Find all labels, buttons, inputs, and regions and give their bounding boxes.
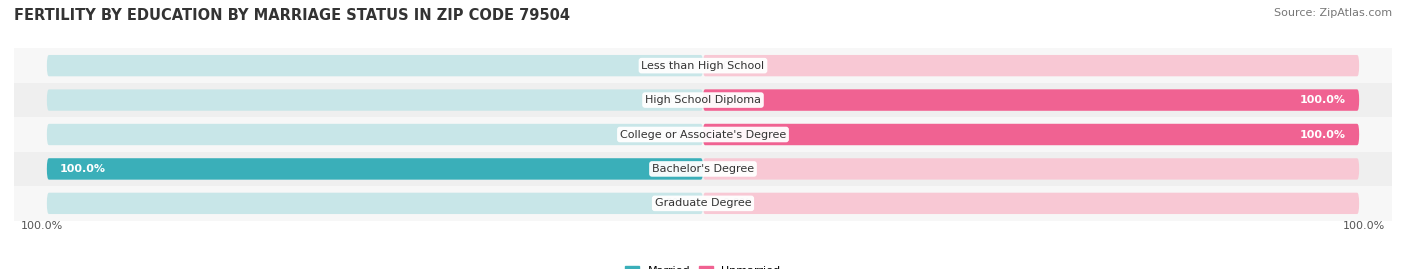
FancyBboxPatch shape	[703, 124, 1360, 145]
FancyBboxPatch shape	[703, 55, 1360, 76]
Text: College or Associate's Degree: College or Associate's Degree	[620, 129, 786, 140]
Text: Less than High School: Less than High School	[641, 61, 765, 71]
FancyBboxPatch shape	[46, 158, 703, 180]
Bar	[14, 117, 1392, 152]
Text: 100.0%: 100.0%	[1301, 95, 1346, 105]
Bar	[14, 186, 1392, 221]
Text: 0.0%: 0.0%	[655, 129, 683, 140]
Text: 100.0%: 100.0%	[1301, 129, 1346, 140]
Legend: Married, Unmarried: Married, Unmarried	[621, 261, 785, 269]
Text: Bachelor's Degree: Bachelor's Degree	[652, 164, 754, 174]
FancyBboxPatch shape	[46, 55, 703, 76]
Text: High School Diploma: High School Diploma	[645, 95, 761, 105]
FancyBboxPatch shape	[703, 158, 1360, 180]
Text: 0.0%: 0.0%	[723, 164, 751, 174]
FancyBboxPatch shape	[703, 193, 1360, 214]
Text: FERTILITY BY EDUCATION BY MARRIAGE STATUS IN ZIP CODE 79504: FERTILITY BY EDUCATION BY MARRIAGE STATU…	[14, 8, 569, 23]
Bar	[14, 48, 1392, 83]
Text: Graduate Degree: Graduate Degree	[655, 198, 751, 208]
Bar	[14, 83, 1392, 117]
Text: 0.0%: 0.0%	[723, 61, 751, 71]
FancyBboxPatch shape	[703, 124, 1360, 145]
Text: 100.0%: 100.0%	[21, 221, 63, 231]
FancyBboxPatch shape	[46, 124, 703, 145]
FancyBboxPatch shape	[703, 89, 1360, 111]
Text: 0.0%: 0.0%	[723, 198, 751, 208]
FancyBboxPatch shape	[46, 89, 703, 111]
Text: 0.0%: 0.0%	[655, 95, 683, 105]
Text: 0.0%: 0.0%	[655, 61, 683, 71]
FancyBboxPatch shape	[46, 193, 703, 214]
Text: 100.0%: 100.0%	[60, 164, 105, 174]
FancyBboxPatch shape	[703, 89, 1360, 111]
Text: 0.0%: 0.0%	[655, 198, 683, 208]
Text: Source: ZipAtlas.com: Source: ZipAtlas.com	[1274, 8, 1392, 18]
Bar	[14, 152, 1392, 186]
Text: 100.0%: 100.0%	[1343, 221, 1385, 231]
FancyBboxPatch shape	[46, 158, 703, 180]
